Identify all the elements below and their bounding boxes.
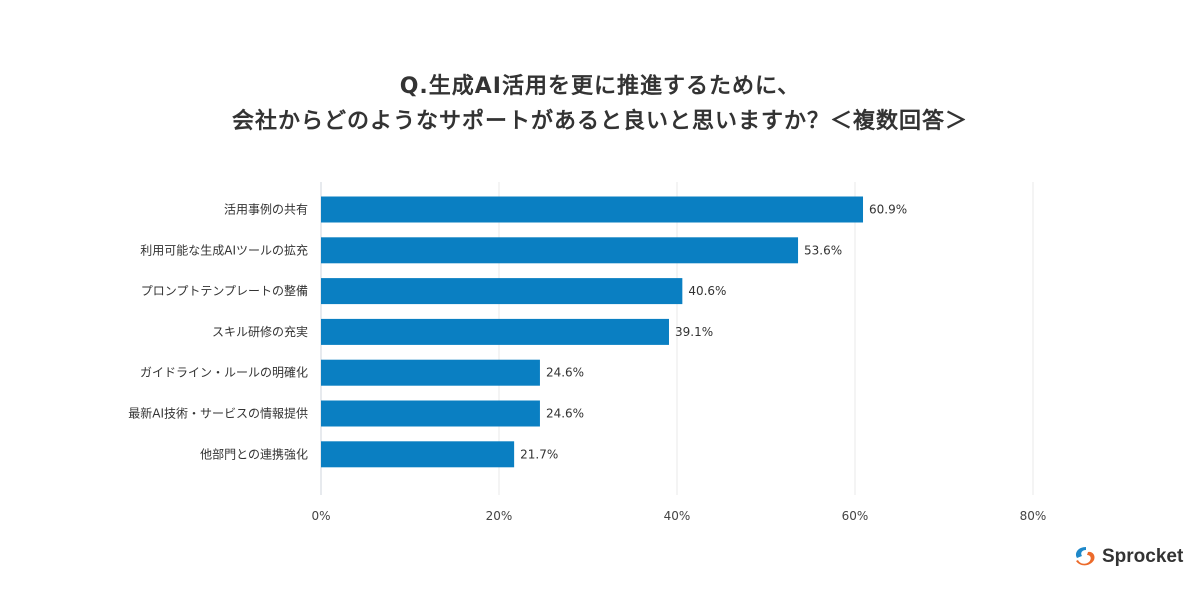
data-label: 24.6% <box>546 366 584 380</box>
bar <box>321 359 540 386</box>
data-label: 24.6% <box>546 407 584 421</box>
sprocket-logo-text: Sprocket <box>1102 546 1184 567</box>
category-label: 活用事例の共有 <box>224 203 308 217</box>
x-tick-label: 0% <box>311 509 330 523</box>
bar <box>321 196 864 223</box>
data-label: 21.7% <box>520 447 558 461</box>
chart-title-line-1: Q.生成AI活用を更に推進するために、 <box>399 74 801 99</box>
data-label: 60.9% <box>869 203 907 217</box>
bar <box>321 400 540 427</box>
category-label: 最新AI技術・サービスの情報提供 <box>128 406 308 421</box>
sprocket-logo: Sprocket <box>1072 545 1183 569</box>
category-label: スキル研修の充実 <box>212 324 308 339</box>
x-tick-label: 20% <box>486 509 513 523</box>
x-tick-label: 60% <box>842 509 869 523</box>
chart-title-line-2: 会社からどのようなサポートがあると良いと思いますか？＜複数回答＞ <box>231 109 968 134</box>
bar <box>321 441 515 468</box>
bar <box>321 237 799 264</box>
category-label: プロンプトテンプレートの整備 <box>141 283 308 298</box>
data-label: 39.1% <box>675 325 713 339</box>
bar <box>321 278 683 305</box>
x-tick-label: 80% <box>1020 509 1047 523</box>
x-tick-label: 40% <box>664 509 691 523</box>
sprocket-logo-icon <box>1076 547 1095 566</box>
category-label: ガイドライン・ルールの明確化 <box>140 365 308 380</box>
category-label: 他部門との連携強化 <box>200 446 308 461</box>
category-label: 利用可能な生成AIツールの拡充 <box>140 242 308 257</box>
bar <box>321 318 669 345</box>
data-label: 40.6% <box>688 284 726 298</box>
data-label: 53.6% <box>804 243 842 257</box>
